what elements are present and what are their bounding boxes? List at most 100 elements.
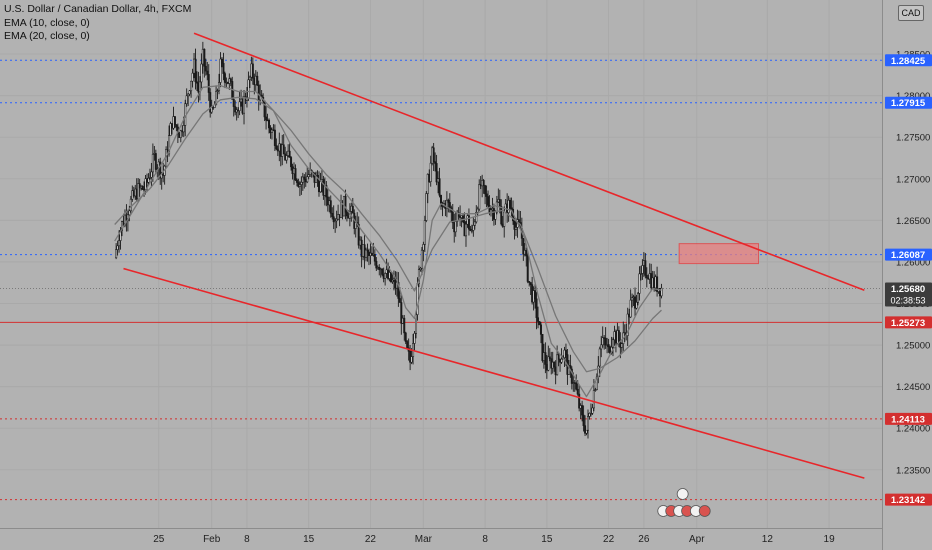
symbol-title[interactable]: U.S. Dollar / Canadian Dollar, 4h, FXCM xyxy=(4,3,192,15)
candle-body xyxy=(611,339,614,348)
candle-body xyxy=(432,147,435,162)
candle-body xyxy=(556,354,559,376)
candle-body xyxy=(584,425,587,434)
candle-body xyxy=(303,176,306,180)
candle-body xyxy=(331,212,334,218)
candle-body xyxy=(548,356,551,359)
candle-body xyxy=(448,202,451,209)
y-tick-label: 1.28000 xyxy=(896,91,930,102)
candle-body xyxy=(410,356,413,363)
ema-10-line xyxy=(114,84,662,398)
price-axis-bg xyxy=(882,0,932,550)
level-badge xyxy=(885,493,932,506)
candle-body xyxy=(290,157,293,168)
time-axis[interactable]: 25 Feb 8 15 22 Mar 8 15 22 26 Apr 12 19 xyxy=(0,528,882,546)
price-axis[interactable]: 1.285001.280001.275001.270001.265001.260… xyxy=(882,0,932,550)
candle-body xyxy=(148,177,151,179)
currency-badge[interactable]: CAD xyxy=(898,5,924,21)
candle-body xyxy=(475,212,478,223)
candle-body xyxy=(143,189,146,191)
candle-body xyxy=(635,301,638,309)
candle-body xyxy=(560,358,563,363)
y-tick-label: 1.23500 xyxy=(896,465,930,476)
candle-body xyxy=(406,341,409,349)
resistance-zone xyxy=(678,243,760,265)
candle-body xyxy=(334,220,337,223)
candle-body xyxy=(487,196,490,206)
candle-body xyxy=(147,177,150,183)
x-tick-label: 12 xyxy=(762,534,774,545)
candle-body xyxy=(381,268,384,275)
candle-body xyxy=(306,176,309,183)
economic-event-flag xyxy=(676,488,689,500)
trendlines[interactable] xyxy=(123,32,865,479)
candle-body xyxy=(344,195,347,213)
candle-body xyxy=(451,211,454,224)
candle-body xyxy=(413,333,416,344)
candle-body xyxy=(514,227,517,230)
candle-body xyxy=(129,198,132,212)
candle-body xyxy=(494,211,497,220)
candle-body xyxy=(182,125,185,133)
candle-body xyxy=(439,194,442,207)
candle-body xyxy=(639,273,642,275)
candle-body xyxy=(588,412,591,417)
level-badge-label: 1.26087 xyxy=(891,250,925,261)
candle-body xyxy=(447,199,450,203)
candle-body xyxy=(426,173,429,194)
candlesticks xyxy=(115,41,663,439)
horizontal-levels[interactable] xyxy=(0,59,882,501)
candle-body xyxy=(404,332,407,342)
candle-body xyxy=(576,388,579,395)
candle-body xyxy=(179,130,182,138)
candle-body xyxy=(425,193,428,221)
candle-body xyxy=(553,361,556,368)
ema-20-legend[interactable]: EMA (20, close, 0) xyxy=(4,30,90,42)
candle-body xyxy=(467,215,470,230)
ema-10-legend[interactable]: EMA (10, close, 0) xyxy=(4,16,90,29)
candle-body xyxy=(325,185,328,198)
upper-trendline xyxy=(193,32,865,291)
level-badge xyxy=(885,282,932,307)
y-tick-label: 1.26500 xyxy=(896,216,930,227)
candle-body xyxy=(397,281,400,299)
candle-body xyxy=(215,91,218,106)
level-badge-label: 1.23142 xyxy=(891,495,925,506)
candle-body xyxy=(422,244,425,251)
candle-body xyxy=(419,267,422,270)
y-tick-label: 1.27000 xyxy=(896,174,930,185)
candle-body xyxy=(631,297,634,301)
candle-body xyxy=(222,62,225,74)
candle-body xyxy=(159,161,162,179)
candle-body xyxy=(187,93,190,97)
candle-body xyxy=(575,382,578,390)
candle-body xyxy=(604,337,607,346)
candle-body xyxy=(195,81,198,84)
candle-body xyxy=(154,153,157,170)
candle-body xyxy=(529,282,532,285)
candle-body xyxy=(510,207,513,210)
candle-body xyxy=(200,63,203,83)
candle-body xyxy=(538,321,541,326)
candle-body xyxy=(188,90,191,95)
y-tick-label: 1.24500 xyxy=(896,382,930,393)
candle-body xyxy=(223,73,226,83)
x-tick-label: 19 xyxy=(824,534,836,545)
candle-body xyxy=(203,48,206,67)
candle-body xyxy=(256,75,259,86)
event-markers[interactable] xyxy=(657,488,711,517)
candle-body xyxy=(626,313,629,336)
candle-body xyxy=(594,389,597,391)
resistance-zone-layer[interactable] xyxy=(678,243,760,265)
candle-body xyxy=(476,208,479,213)
level-badge xyxy=(885,316,932,329)
candle-body xyxy=(620,343,623,348)
candle-body xyxy=(403,317,406,334)
candle-body xyxy=(191,72,194,82)
candle-body xyxy=(541,334,544,361)
candle-body xyxy=(438,178,441,196)
candle-body xyxy=(434,161,437,164)
candle-body xyxy=(591,407,594,414)
